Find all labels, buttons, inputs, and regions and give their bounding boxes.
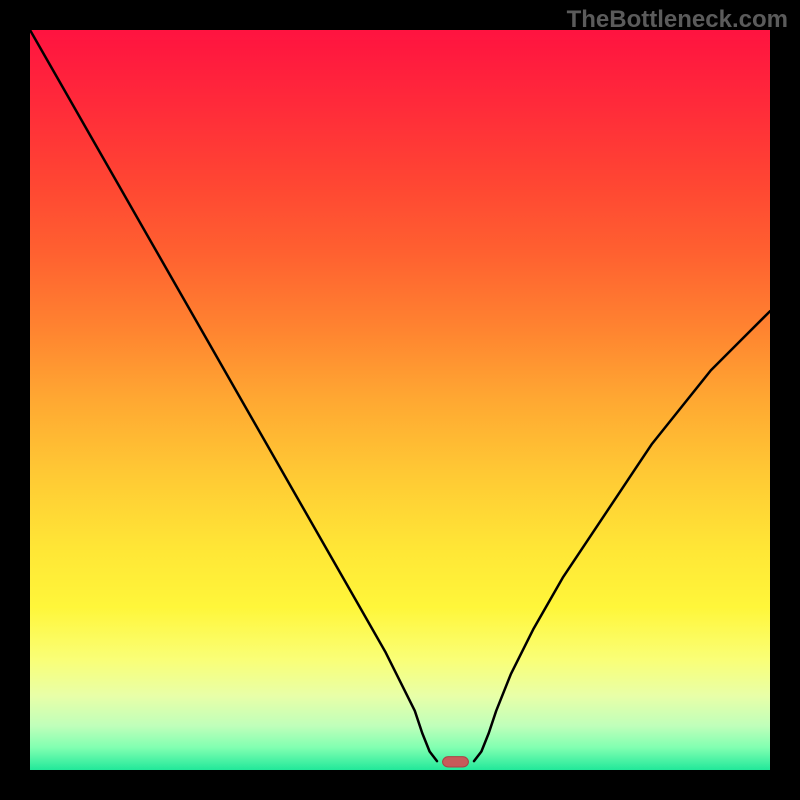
- chart-svg: [30, 30, 770, 770]
- gradient-background: [30, 30, 770, 770]
- plot-area: [30, 30, 770, 770]
- chart-container: TheBottleneck.com: [0, 0, 800, 800]
- min-marker: [443, 757, 469, 767]
